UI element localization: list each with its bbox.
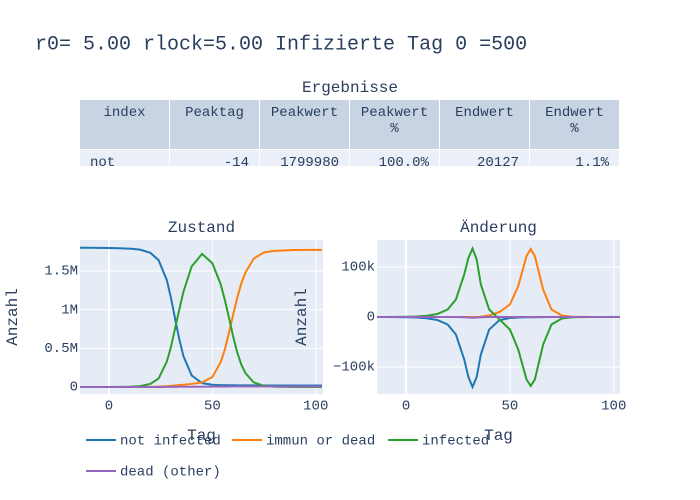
legend-label: immun or dead — [266, 434, 375, 450]
table-cell: 1.1% — [530, 150, 620, 166]
x-tick-label: 50 — [502, 399, 519, 415]
y-tick-label: 1.5M — [44, 264, 78, 280]
series-line — [80, 385, 322, 389]
x-tick-label: 0 — [105, 399, 113, 415]
x-tick-label: 50 — [204, 399, 221, 415]
table-cell: -14 — [170, 150, 260, 166]
x-axis-label: Tag — [484, 427, 513, 445]
y-tick-label: 0 — [367, 310, 375, 326]
y-axis-label: Anzahl — [4, 288, 22, 346]
x-tick-label: 100 — [303, 399, 328, 415]
subplot-title: Zustand — [168, 219, 235, 237]
header-cell: Peaktag — [170, 100, 260, 150]
x-axis-label: Tag — [187, 427, 216, 445]
header-cell: Peakwert % — [350, 100, 440, 150]
x-tick-label: 0 — [402, 399, 410, 415]
y-tick-label: 0.5M — [44, 341, 78, 357]
table-cell: 100.0% — [350, 150, 440, 166]
table-cell: 20127 — [440, 150, 530, 166]
legend-label: infected — [422, 434, 489, 450]
plot-area — [80, 240, 323, 394]
y-tick-label: 1M — [61, 302, 78, 318]
y-tick-label: 0 — [70, 380, 78, 396]
x-tick-label: 100 — [601, 399, 626, 415]
y-tick-label: 100k — [341, 260, 375, 276]
table-row: not -14 1799980 100.0% 20127 1.1% — [80, 150, 620, 166]
y-tick-label: −100k — [333, 360, 375, 376]
figure-title: r0= 5.00 rlock=5.00 Infizierte Tag 0 =50… — [35, 33, 527, 56]
series-line — [80, 246, 322, 387]
subplot-title: Änderung — [460, 218, 537, 237]
header-row: index Peaktag Peakwert Peakwert % Endwert End… — [80, 100, 620, 150]
header-cell: Endwert % — [530, 100, 620, 150]
table-title: Ergebnisse — [302, 79, 398, 97]
header-cell: index — [80, 100, 170, 150]
table-cell: 1799980 — [260, 150, 350, 166]
series-line — [377, 245, 620, 388]
results-table: index Peaktag Peakwert Peakwert % Endwert End… — [80, 100, 620, 166]
y-axis-label: Anzahl — [293, 288, 311, 346]
header-cell: Endwert — [440, 100, 530, 150]
series-line — [377, 316, 620, 319]
legend-label: dead (other) — [120, 465, 221, 481]
header-cell: Peakwert — [260, 100, 350, 150]
table-cell: not — [80, 150, 170, 166]
legend-label: not infected — [120, 434, 221, 450]
